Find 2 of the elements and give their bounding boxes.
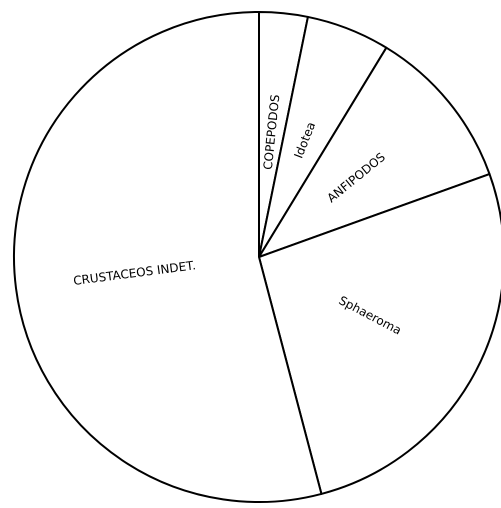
slice-label: CRUSTACEOS INDET. [72, 258, 197, 288]
slice-label: COPEPODOS [260, 94, 282, 170]
